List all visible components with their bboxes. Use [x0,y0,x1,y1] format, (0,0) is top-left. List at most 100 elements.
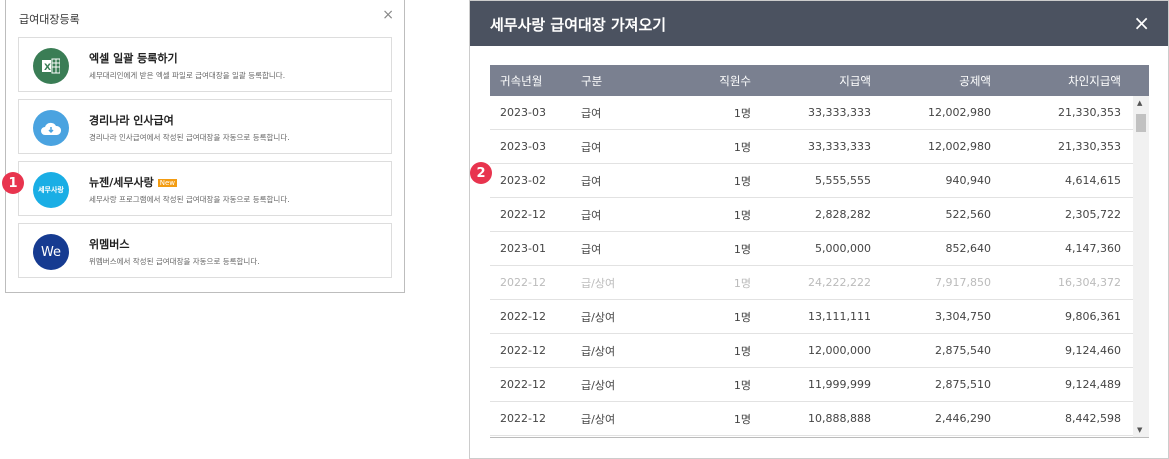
table-cell: 2022-12 [500,344,546,357]
card-desc: 세무사랑 프로그램에서 작성된 급여대장을 자동으로 등록합니다. [89,195,290,204]
scrollbar-thumb[interactable] [1136,114,1146,132]
table-cell: 33,333,333 [808,140,871,153]
table-cell: 1명 [733,208,751,222]
table-cell: 2023-03 [500,140,546,153]
table-cell: 8,442,598 [1065,412,1121,425]
card-title: 엑셀 일괄 등록하기 [89,52,178,65]
payroll-register-panel: 급여대장등록 × X 엑셀 일괄 등록하기 세무대리인에게 받은 엑셀 파일로 … [5,0,405,293]
table-cell: 2023-02 [500,174,546,187]
payroll-table: 귀속년월 구분 직원수 지급액 공제액 차인지급액 2023-03 급여 1명 33,… [490,65,1149,438]
table-cell: 5,555,555 [815,174,871,187]
table-row[interactable]: 2022-12 급/상여 1명 13,111,111 3,304,750 9,806,36… [490,300,1149,334]
table-cell: 급/상여 [581,276,616,290]
col-header: 차인지급액 [1068,73,1121,88]
table-row[interactable]: 2023-02 급여 1명 5,555,555 940,940 4,614,615 [490,164,1149,198]
card-kyungrinara[interactable]: 경리나라 인사급여 경리나라 인사급여에서 작성된 급여대장을 자동으로 등록합… [18,99,392,154]
table-row[interactable]: 2023-03 급여 1명 33,333,333 12,002,980 21,330,35… [490,96,1149,130]
table-row[interactable]: 2023-03 급여 1명 33,333,333 12,002,980 21,330,35… [490,130,1149,164]
table-cell: 12,000,000 [808,344,871,357]
table-cell: 급여 [581,242,602,256]
table-cell: 11,999,999 [808,378,871,391]
table-cell: 2022-12 [500,276,546,289]
table-cell: 급/상여 [581,310,616,324]
table-cell: 9,124,489 [1065,378,1121,391]
table-cell: 1명 [733,140,751,154]
card-title-text: 뉴젠/세무사랑 [89,176,154,189]
table-cell: 7,917,850 [935,276,991,289]
table-cell: 급/상여 [581,412,616,426]
table-cell: 2022-12 [500,378,546,391]
table-cell: 13,111,111 [808,310,871,323]
table-cell: 12,002,980 [928,106,991,119]
table-row[interactable]: 2022-12 급여 1명 2,828,282 522,560 2,305,722 [490,198,1149,232]
card-desc: 경리나라 인사급여에서 작성된 급여대장을 자동으로 등록합니다. [89,133,290,142]
table-row[interactable]: 2023-01 급여 1명 5,000,000 852,640 4,147,360 [490,232,1149,266]
table-cell: 2,875,540 [935,344,991,357]
table-cell: 21,330,353 [1058,140,1121,153]
table-cell: 2,875,510 [935,378,991,391]
step-badge-2: 2 [470,162,492,184]
table-cell: 9,806,361 [1065,310,1121,323]
scroll-down-icon[interactable]: ▼ [1137,426,1143,434]
panel-title: 급여대장등록 [19,13,80,26]
card-title: 경리나라 인사급여 [89,114,174,127]
table-cell: 급/상여 [581,378,616,392]
modal-title: 세무사랑 급여대장 가져오기 [470,1,1168,46]
card-desc: 세무대리인에게 받은 엑셀 파일로 급여대장을 일괄 등록합니다. [89,71,286,80]
scrollbar[interactable]: ▲ ▼ [1133,96,1149,437]
table-cell: 940,940 [945,174,992,187]
table-cell: 5,000,000 [815,242,871,255]
close-icon[interactable]: × [1133,11,1150,35]
col-header: 직원수 [719,73,751,88]
import-modal: 세무사랑 급여대장 가져오기 × 귀속년월 구분 직원수 지급액 공제액 차인지… [469,0,1169,459]
table-cell: 급여 [581,174,602,188]
table-row[interactable]: 2022-12 급/상여 1명 10,888,888 2,446,290 8,442,59… [490,402,1149,436]
table-cell: 21,330,353 [1058,106,1121,119]
table-cell: 2023-01 [500,242,546,255]
card-semusarang[interactable]: 세무사랑 뉴젠/세무사랑 New 세무사랑 프로그램에서 작성된 급여대장을 자동… [18,161,392,216]
table-cell: 1명 [733,378,751,392]
col-header: 지급액 [839,73,871,88]
table-cell: 4,614,615 [1065,174,1121,187]
table-cell: 852,640 [945,242,992,255]
table-cell: 2023-03 [500,106,546,119]
wemembers-logo: We [33,234,69,270]
table-row[interactable]: 2022-12 급/상여 1명 11,999,999 2,875,510 9,124,48… [490,368,1149,402]
table-cell: 1명 [733,276,751,290]
table-row[interactable]: 2022-12 급/상여 1명 24,222,222 7,917,850 16,304,3… [490,266,1149,300]
table-cell: 1명 [733,242,751,256]
table-cell: 급여 [581,106,602,120]
excel-icon: X [33,48,69,84]
table-cell: 급여 [581,208,602,222]
new-badge: New [157,179,178,187]
table-cell: 1명 [733,344,751,358]
card-desc: 위멤버스에서 작성된 급여대장을 자동으로 등록합니다. [89,257,260,266]
card-wemembers[interactable]: We 위멤버스 위멤버스에서 작성된 급여대장을 자동으로 등록합니다. [18,223,392,278]
table-cell: 4,147,360 [1065,242,1121,255]
cloud-download-icon [33,110,69,146]
table-cell: 2,305,722 [1065,208,1121,221]
col-header: 구분 [581,73,603,88]
card-title: 뉴젠/세무사랑 New [89,174,178,190]
table-cell: 1명 [733,106,751,120]
table-cell: 1명 [733,310,751,324]
table-cell: 24,222,222 [808,276,871,289]
table-cell: 1명 [733,174,751,188]
table-row[interactable]: 2022-12 급/상여 1명 12,000,000 2,875,540 9,124,46… [490,334,1149,368]
scroll-up-icon[interactable]: ▲ [1137,99,1143,107]
svg-text:X: X [44,63,51,73]
table-cell: 16,304,372 [1058,276,1121,289]
table-cell: 10,888,888 [808,412,871,425]
table-cell: 급/상여 [581,344,616,358]
card-excel-upload[interactable]: X 엑셀 일괄 등록하기 세무대리인에게 받은 엑셀 파일로 급여대장을 일괄 … [18,37,392,92]
table-header: 귀속년월 구분 직원수 지급액 공제액 차인지급액 [490,65,1149,96]
table-cell: 33,333,333 [808,106,871,119]
table-cell: 2022-12 [500,310,546,323]
semusarang-logo: 세무사랑 [33,172,69,208]
col-header: 귀속년월 [500,73,543,88]
step-badge-1: 1 [2,172,24,194]
table-cell: 급여 [581,140,602,154]
table-cell: 12,002,980 [928,140,991,153]
close-icon[interactable]: × [382,7,394,23]
table-cell: 9,124,460 [1065,344,1121,357]
